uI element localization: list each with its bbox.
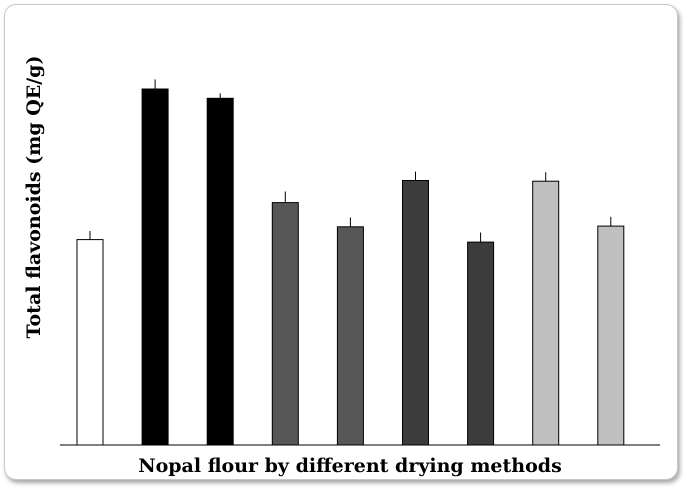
bar-1 [76, 239, 104, 446]
bars-group [76, 88, 625, 446]
error-bars-group [89, 79, 612, 243]
bar-2 [141, 88, 169, 446]
y-axis-label: Total flavonoids (mg QE/g) [23, 56, 45, 339]
bar-9 [597, 225, 625, 446]
bar-6 [402, 180, 429, 446]
bar-7 [467, 241, 495, 446]
bar-4 [271, 202, 299, 446]
x-axis-label: Nopal flour by different drying methods [138, 455, 562, 477]
bar-3 [206, 97, 234, 446]
bar-8 [532, 180, 560, 446]
bar-5 [336, 226, 364, 446]
